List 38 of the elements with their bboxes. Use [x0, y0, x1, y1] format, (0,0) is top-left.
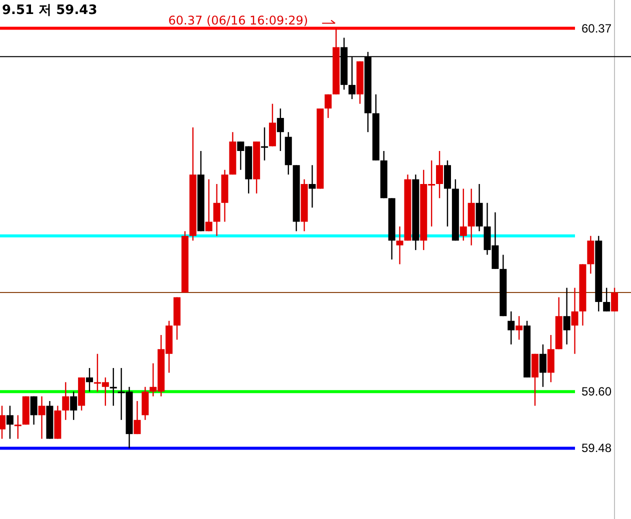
y-tick-label: 59.60: [581, 384, 612, 399]
candlestick: [110, 367, 117, 406]
candlestick: [563, 287, 570, 346]
candlestick: [142, 386, 149, 421]
candlestick: [213, 183, 220, 237]
candlestick: [14, 414, 22, 440]
candlestick: [205, 178, 212, 232]
candlestick: [396, 226, 404, 265]
candlestick: [86, 367, 94, 392]
candlestick: [508, 310, 515, 346]
candlestick: [587, 235, 594, 274]
candlestick: [62, 382, 70, 421]
candlestick: [444, 160, 451, 228]
candlestick: [38, 396, 46, 440]
candlestick: [70, 391, 78, 421]
candlestick: [134, 400, 141, 435]
candlestick: [6, 405, 14, 440]
candlestick: [468, 188, 475, 246]
candlestick: [460, 188, 467, 242]
candlestick: [547, 334, 554, 383]
candlestick: [268, 103, 276, 147]
candlestick: [308, 164, 316, 208]
candlestick: [324, 94, 332, 119]
candlestick: [476, 183, 483, 232]
candlestick: [516, 316, 523, 340]
candlestick: [571, 287, 578, 354]
candlestick: [603, 287, 610, 312]
annotation: 9.51 저 59.43: [2, 3, 98, 18]
y-tick-label: 59.48: [581, 441, 612, 456]
candlestick: [436, 150, 444, 199]
candlestick: [276, 108, 284, 152]
candlestick: [261, 126, 268, 162]
candlestick: [539, 344, 546, 388]
y-tick-label: 60.37: [581, 21, 612, 36]
annotation: 60.37 (06/16 16:09:29): [168, 13, 308, 28]
candlestick: [30, 396, 38, 426]
candlestick: [611, 287, 618, 312]
candlestick: [531, 353, 538, 406]
